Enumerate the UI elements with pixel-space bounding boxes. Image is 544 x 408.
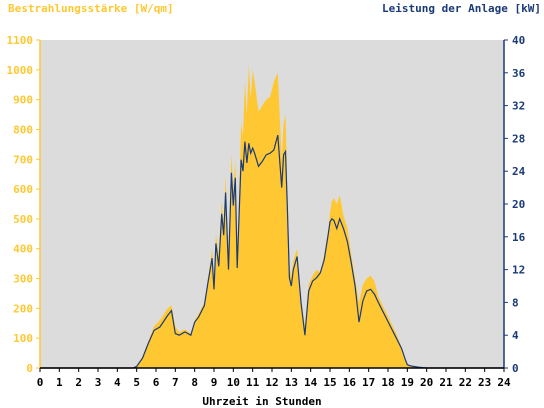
left-y-tick-label: 800 bbox=[13, 123, 33, 136]
x-tick-label: 1 bbox=[56, 376, 63, 389]
x-tick-label: 2 bbox=[75, 376, 82, 389]
left-y-tick-label: 200 bbox=[13, 302, 33, 315]
left-y-tick-label: 700 bbox=[13, 153, 33, 166]
x-tick-label: 4 bbox=[114, 376, 121, 389]
right-y-tick-label: 40 bbox=[512, 34, 525, 47]
x-tick-label: 20 bbox=[420, 376, 433, 389]
right-y-tick-label: 4 bbox=[512, 329, 519, 342]
left-y-tick-label: 0 bbox=[26, 362, 33, 375]
x-tick-label: 11 bbox=[246, 376, 260, 389]
left-y-tick-label: 600 bbox=[13, 183, 33, 196]
left-y-tick-label: 500 bbox=[13, 213, 33, 226]
x-ticks: 0 1 2 3 4 5 6 7 8 9 10 11 12 13 14 15 16 17 18 19 20 21 22 23 24 bbox=[37, 368, 511, 389]
right-y-tick-label: 28 bbox=[512, 132, 525, 145]
x-tick-label: 8 bbox=[191, 376, 198, 389]
x-tick-label: 15 bbox=[323, 376, 336, 389]
right-y-tick-label: 16 bbox=[512, 231, 526, 244]
x-axis-title: Uhrzeit in Stunden bbox=[202, 395, 321, 408]
right-y-tick-label: 36 bbox=[512, 67, 526, 80]
x-tick-label: 3 bbox=[95, 376, 102, 389]
right-axis-title: Leistung der Anlage [kW] bbox=[382, 2, 541, 15]
right-y-tick-label: 24 bbox=[512, 165, 526, 178]
x-tick-label: 12 bbox=[265, 376, 278, 389]
x-tick-label: 16 bbox=[343, 376, 357, 389]
left-y-tick-label: 1100 bbox=[7, 34, 34, 47]
power-line-layer bbox=[40, 134, 504, 369]
irradiance-area bbox=[40, 63, 504, 369]
left-y-tick-label: 400 bbox=[13, 243, 33, 256]
left-y-tick-label: 1000 bbox=[7, 64, 34, 77]
left-y-ticks: 0 100 200 300 400 500 600 700 800 900 1000 1100 bbox=[7, 34, 40, 375]
x-tick-label: 18 bbox=[381, 376, 394, 389]
x-tick-label: 17 bbox=[362, 376, 375, 389]
right-y-tick-label: 0 bbox=[512, 362, 519, 375]
x-tick-label: 14 bbox=[304, 376, 318, 389]
right-y-tick-label: 8 bbox=[512, 296, 519, 309]
right-y-tick-label: 20 bbox=[512, 198, 525, 211]
right-y-tick-label: 12 bbox=[512, 264, 525, 277]
x-tick-label: 22 bbox=[459, 376, 472, 389]
left-y-tick-label: 300 bbox=[13, 273, 33, 286]
x-tick-label: 9 bbox=[211, 376, 218, 389]
x-tick-label: 6 bbox=[153, 376, 160, 389]
x-tick-label: 7 bbox=[172, 376, 179, 389]
x-tick-label: 24 bbox=[497, 376, 511, 389]
x-tick-label: 13 bbox=[285, 376, 298, 389]
x-tick-label: 0 bbox=[37, 376, 44, 389]
x-tick-label: 19 bbox=[401, 376, 414, 389]
x-tick-label: 10 bbox=[227, 376, 240, 389]
x-tick-label: 5 bbox=[133, 376, 140, 389]
right-y-tick-label: 32 bbox=[512, 100, 525, 113]
left-y-tick-label: 100 bbox=[13, 332, 33, 345]
x-tick-label: 21 bbox=[439, 376, 453, 389]
x-tick-label: 23 bbox=[478, 376, 491, 389]
power-line bbox=[40, 134, 504, 369]
right-y-ticks: 0 4 8 12 16 20 24 28 32 36 40 bbox=[504, 34, 526, 375]
irradiance-area-layer bbox=[40, 63, 504, 369]
left-y-tick-label: 900 bbox=[13, 94, 33, 107]
left-axis-title: Bestrahlungsstärke [W/qm] bbox=[8, 2, 174, 15]
